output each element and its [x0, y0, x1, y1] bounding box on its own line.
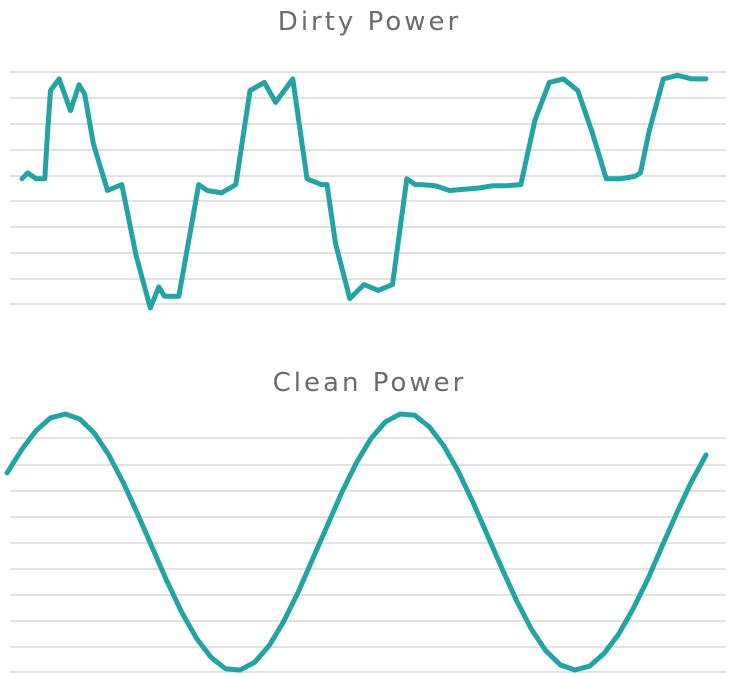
dirty-power-waveform — [19, 72, 709, 311]
clean-power-title: Clean Power — [272, 368, 467, 398]
dirty-power-chart — [10, 71, 726, 311]
dirty-power-title: Dirty Power — [277, 7, 462, 37]
clean-power-waveform — [4, 411, 709, 673]
